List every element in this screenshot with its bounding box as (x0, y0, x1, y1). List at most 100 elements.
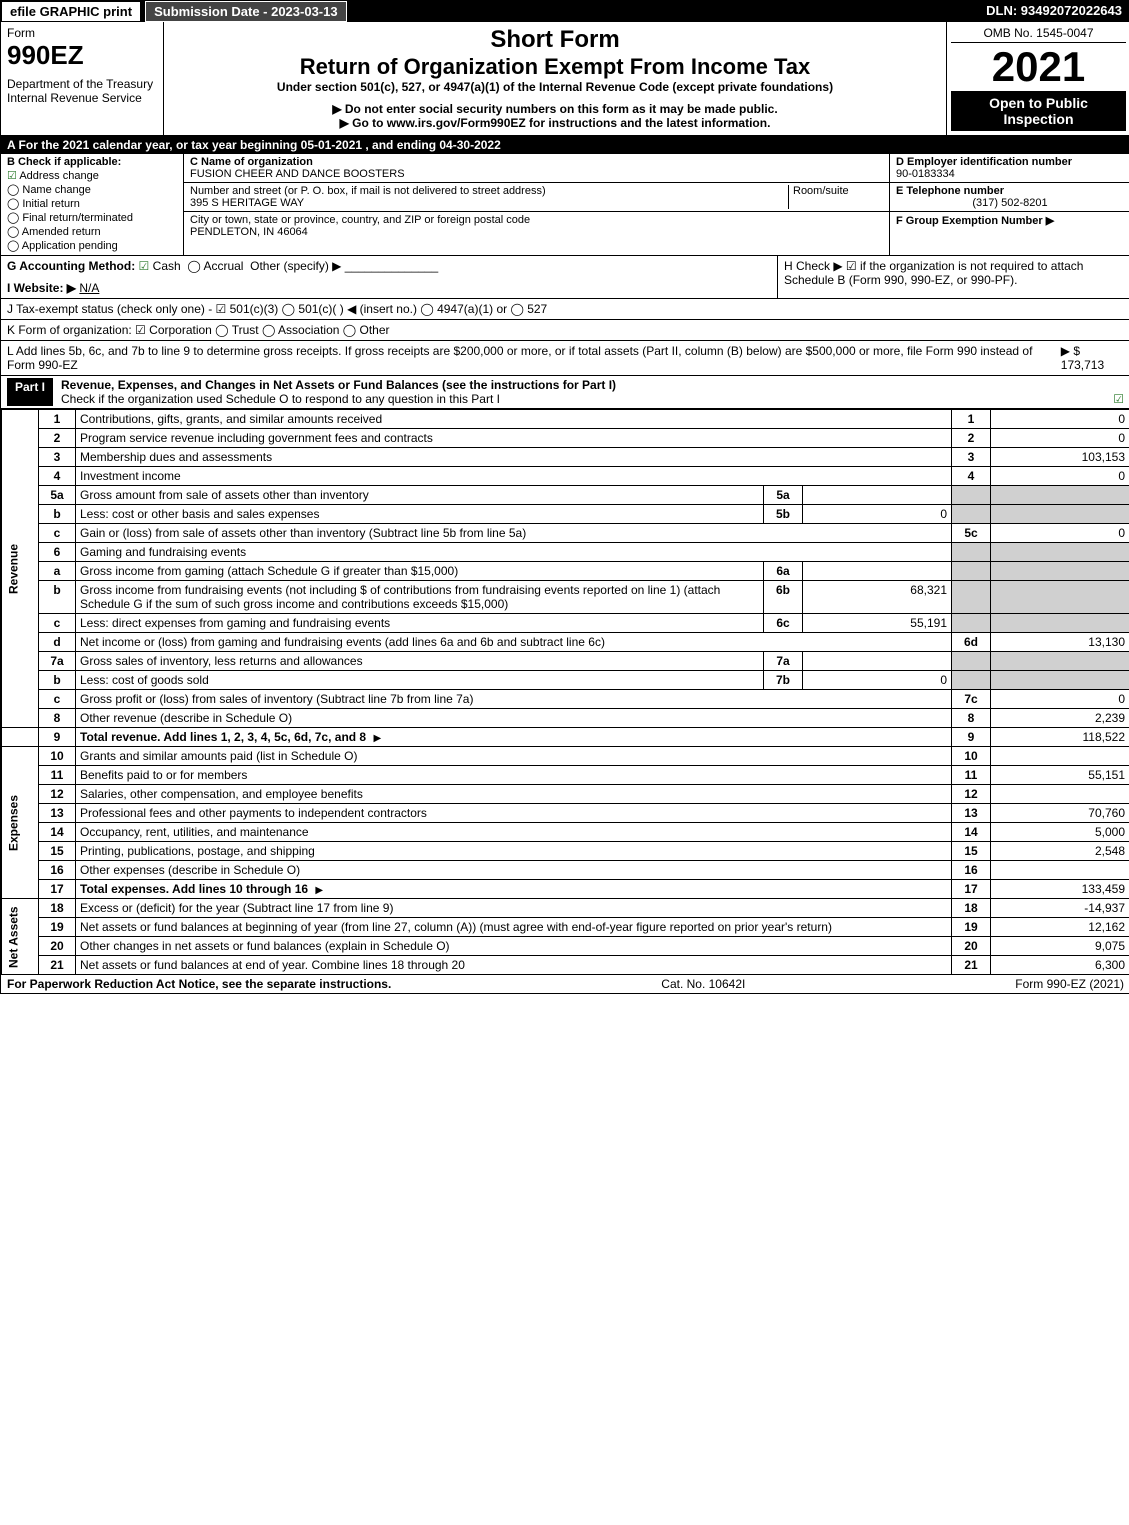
street-address: 395 S HERITAGE WAY (190, 197, 788, 209)
initial-return[interactable]: Initial return (22, 198, 79, 210)
line-rnum: 3 (952, 448, 991, 467)
form-label: Form (7, 26, 157, 40)
table-row: 19 Net assets or fund balances at beginn… (2, 918, 1129, 937)
tax-year: 2021 (951, 43, 1126, 91)
section-c: C Name of organization FUSION CHEER AND … (184, 154, 889, 255)
ein-label: D Employer identification number (896, 156, 1124, 168)
line-desc: Excess or (deficit) for the year (Subtra… (76, 899, 952, 918)
city-label: City or town, state or province, country… (190, 214, 883, 226)
shaded-cell (952, 614, 991, 633)
address-change[interactable]: Address change (19, 170, 99, 182)
header-left: Form 990EZ Department of the Treasury In… (1, 22, 164, 135)
line-num: 6 (39, 543, 76, 562)
short-form-title: Short Form (168, 26, 942, 54)
form-header: Form 990EZ Department of the Treasury In… (1, 22, 1129, 136)
l-amount: ▶ $ 173,713 (1061, 344, 1124, 372)
header-right: OMB No. 1545-0047 2021 Open to Public In… (946, 22, 1129, 135)
revenue-label: Revenue (2, 410, 39, 728)
section-def: D Employer identification number 90-0183… (889, 154, 1129, 255)
l-text: L Add lines 5b, 6c, and 7b to line 9 to … (7, 344, 1061, 372)
check-icon: ☑ (7, 170, 17, 182)
line-desc: Occupancy, rent, utilities, and maintena… (76, 823, 952, 842)
table-row: 8 Other revenue (describe in Schedule O)… (2, 709, 1129, 728)
line-desc: Benefits paid to or for members (76, 766, 952, 785)
line-num: 9 (39, 728, 76, 747)
line-amt: 0 (991, 524, 1129, 543)
line-num: 12 (39, 785, 76, 804)
sub-amt: 55,191 (803, 614, 952, 633)
shaded-cell (991, 614, 1129, 633)
line-desc: Gain or (loss) from sale of assets other… (76, 524, 952, 543)
efile-print-button[interactable]: efile GRAPHIC print (1, 1, 141, 22)
ssn-notice: ▶ Do not enter social security numbers o… (168, 102, 942, 116)
amended-return[interactable]: Amended return (22, 226, 101, 238)
table-row: Revenue 1 Contributions, gifts, grants, … (2, 410, 1129, 429)
part1-sched-o: Check if the organization used Schedule … (61, 392, 500, 406)
line-desc: Contributions, gifts, grants, and simila… (76, 410, 952, 429)
part1-header: Part I Revenue, Expenses, and Changes in… (1, 376, 1129, 409)
line-num: a (39, 562, 76, 581)
phone-label: E Telephone number (896, 185, 1124, 197)
line-num: 4 (39, 467, 76, 486)
goto-link[interactable]: ▶ Go to www.irs.gov/Form990EZ for instru… (168, 116, 942, 130)
shaded-cell (991, 581, 1129, 614)
line-amt (991, 747, 1129, 766)
shaded-cell (952, 543, 991, 562)
line-rnum: 12 (952, 785, 991, 804)
shaded-cell (991, 486, 1129, 505)
table-row: 13 Professional fees and other payments … (2, 804, 1129, 823)
header-center: Short Form Return of Organization Exempt… (164, 22, 946, 135)
line-amt: 12,162 (991, 918, 1129, 937)
application-pending[interactable]: Application pending (22, 240, 118, 252)
sub-label: 5b (764, 505, 803, 524)
line-desc: Net assets or fund balances at end of ye… (76, 956, 952, 975)
line-rnum: 16 (952, 861, 991, 880)
i-label: I Website: ▶ (7, 281, 76, 295)
line-desc: Other changes in net assets or fund bala… (76, 937, 952, 956)
arrow-icon (369, 730, 385, 744)
table-row: 6 Gaming and fundraising events (2, 543, 1129, 562)
name-change[interactable]: Name change (22, 184, 91, 196)
section-j: J Tax-exempt status (check only one) - ☑… (1, 299, 1129, 320)
table-row: 15 Printing, publications, postage, and … (2, 842, 1129, 861)
line-amt: 5,000 (991, 823, 1129, 842)
shaded-cell (952, 581, 991, 614)
sub-amt: 68,321 (803, 581, 952, 614)
part1-label: Part I (7, 378, 53, 406)
line-num: 18 (39, 899, 76, 918)
line-desc: Program service revenue including govern… (76, 429, 952, 448)
org-name: FUSION CHEER AND DANCE BOOSTERS (190, 168, 883, 180)
line-desc: Gross amount from sale of assets other t… (76, 486, 764, 505)
line-desc: Other revenue (describe in Schedule O) (76, 709, 952, 728)
b-label: B Check if applicable: (7, 156, 177, 168)
return-title: Return of Organization Exempt From Incom… (168, 54, 942, 80)
g-other[interactable]: Other (specify) ▶ (250, 259, 341, 273)
section-k: K Form of organization: ☑ Corporation ◯ … (1, 320, 1129, 341)
check-icon: ☑ (1113, 392, 1124, 406)
final-return[interactable]: Final return/terminated (22, 212, 133, 224)
form-990ez: efile GRAPHIC print Submission Date - 20… (0, 0, 1129, 994)
line-desc: Printing, publications, postage, and shi… (76, 842, 952, 861)
line-desc: Gaming and fundraising events (76, 543, 952, 562)
line-amt: 13,130 (991, 633, 1129, 652)
table-row: Expenses 10 Grants and similar amounts p… (2, 747, 1129, 766)
line-desc: Less: cost of goods sold (76, 671, 764, 690)
sub-label: 7a (764, 652, 803, 671)
table-row: c Gross profit or (loss) from sales of i… (2, 690, 1129, 709)
desc-part1: Gross income from fundraising events (no… (80, 583, 367, 597)
check-icon: ☑ (139, 259, 150, 273)
g-cash[interactable]: Cash (153, 259, 181, 273)
shaded-cell (952, 652, 991, 671)
line-amt: 133,459 (991, 880, 1129, 899)
section-a: A For the 2021 calendar year, or tax yea… (1, 136, 1129, 154)
shaded-cell (952, 671, 991, 690)
line-amt (991, 785, 1129, 804)
line-num: 5a (39, 486, 76, 505)
section-h: H Check ▶ ☑ if the organization is not r… (777, 256, 1129, 298)
line-rnum: 18 (952, 899, 991, 918)
g-accrual[interactable]: Accrual (203, 259, 243, 273)
table-row: c Less: direct expenses from gaming and … (2, 614, 1129, 633)
shaded-cell (952, 505, 991, 524)
line-rnum: 10 (952, 747, 991, 766)
form-number: 990EZ (7, 40, 157, 71)
